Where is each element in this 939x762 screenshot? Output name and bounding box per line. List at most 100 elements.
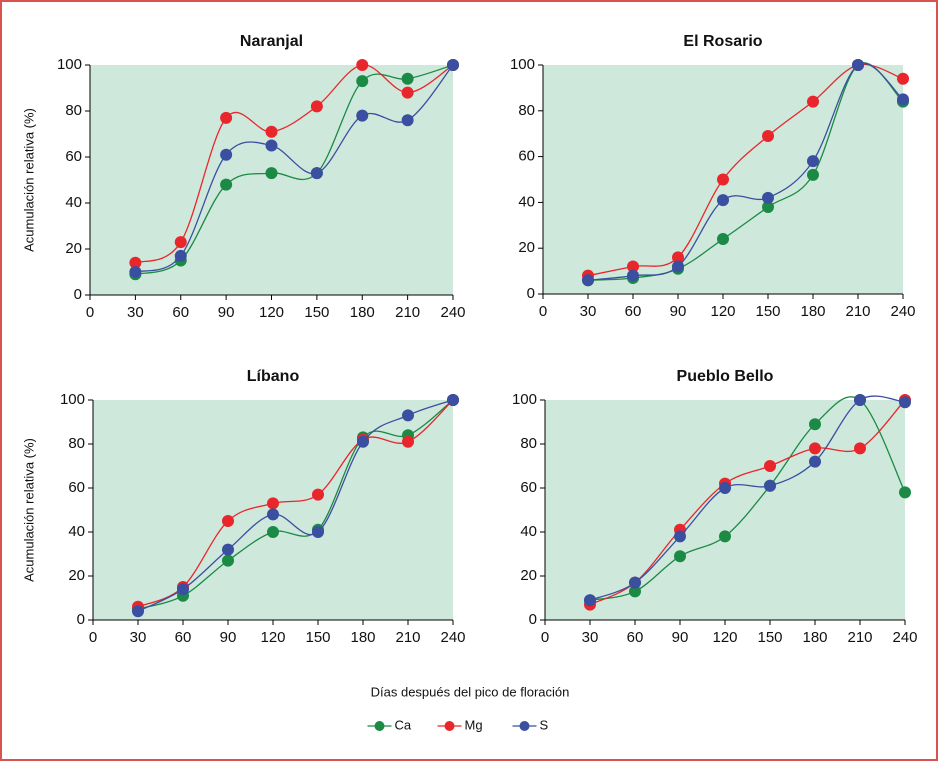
data-point xyxy=(447,59,459,71)
y-tick-label: 20 xyxy=(518,239,535,256)
data-point xyxy=(719,482,731,494)
x-tick-label: 240 xyxy=(890,303,915,320)
data-point xyxy=(129,266,142,278)
data-point xyxy=(267,526,279,538)
y-tick-label: 60 xyxy=(65,148,82,165)
x-tick-label: 120 xyxy=(710,303,735,320)
plot-area xyxy=(545,400,905,620)
x-tick-label: 90 xyxy=(218,304,235,321)
data-point xyxy=(672,260,684,273)
x-tick-label: 60 xyxy=(625,303,642,320)
data-point xyxy=(809,442,821,455)
chart-title: Líbano xyxy=(247,368,300,385)
series-line xyxy=(137,399,454,608)
data-point xyxy=(854,442,866,455)
data-point xyxy=(402,435,414,448)
data-point xyxy=(401,114,414,127)
x-tick-label: 240 xyxy=(440,304,465,321)
x-tick-label: 120 xyxy=(259,304,284,321)
data-point xyxy=(854,394,866,406)
data-point xyxy=(627,260,639,273)
x-axis-label: Días después del pico de floración xyxy=(371,684,570,699)
data-point xyxy=(312,488,324,501)
y-tick-label: 60 xyxy=(68,479,85,496)
data-point xyxy=(402,409,414,422)
y-tick-label: 20 xyxy=(520,567,537,584)
y-tick-label: 0 xyxy=(74,286,82,303)
x-tick-label: 150 xyxy=(304,304,329,321)
y-tick-label: 40 xyxy=(68,523,85,540)
legend-marker xyxy=(444,721,455,731)
legend-marker xyxy=(374,721,385,731)
data-point xyxy=(220,148,233,161)
x-tick-label: 180 xyxy=(800,303,825,320)
y-tick-label: 60 xyxy=(520,479,537,496)
data-point xyxy=(717,194,729,207)
x-tick-label: 60 xyxy=(175,629,192,646)
data-point xyxy=(356,109,369,122)
data-point xyxy=(627,269,639,282)
data-point xyxy=(764,479,776,492)
x-tick-label: 0 xyxy=(539,303,547,320)
legend-label: S xyxy=(540,717,549,732)
y-tick-label: 100 xyxy=(510,56,535,73)
y-tick-label: 80 xyxy=(518,102,535,119)
y-tick-label: 0 xyxy=(529,611,537,628)
data-point xyxy=(897,93,909,106)
data-point xyxy=(265,139,278,152)
y-tick-label: 40 xyxy=(65,194,82,211)
x-tick-label: 60 xyxy=(172,304,189,321)
data-point xyxy=(584,594,596,607)
x-tick-label: 240 xyxy=(440,629,465,646)
x-tick-label: 30 xyxy=(130,629,147,646)
y-axis-label: Acumulación relativa (%) xyxy=(21,108,36,252)
data-point xyxy=(401,86,414,99)
x-tick-label: 150 xyxy=(755,303,780,320)
data-point xyxy=(222,554,234,567)
series-line xyxy=(135,64,454,264)
data-point xyxy=(222,515,234,527)
x-tick-label: 150 xyxy=(757,629,782,646)
plot-area xyxy=(90,65,453,295)
x-tick-label: 0 xyxy=(89,629,97,646)
x-tick-label: 210 xyxy=(847,629,872,646)
y-tick-label: 20 xyxy=(65,240,82,257)
x-tick-label: 30 xyxy=(127,304,144,321)
legend-label: Ca xyxy=(395,717,412,732)
data-point xyxy=(447,394,459,406)
data-point xyxy=(174,236,187,249)
series-line xyxy=(137,399,454,610)
data-point xyxy=(899,396,911,409)
data-point xyxy=(174,249,187,262)
y-tick-label: 0 xyxy=(527,285,535,302)
data-point xyxy=(809,418,821,431)
x-tick-label: 180 xyxy=(802,629,827,646)
x-tick-label: 180 xyxy=(350,629,375,646)
data-point xyxy=(762,129,774,142)
x-tick-label: 210 xyxy=(395,304,420,321)
chart-title: Naranjal xyxy=(240,33,303,50)
series-line xyxy=(589,395,906,601)
data-point xyxy=(629,585,641,598)
y-tick-label: 0 xyxy=(77,611,85,628)
x-tick-label: 0 xyxy=(541,629,549,646)
data-point xyxy=(672,251,684,264)
data-point xyxy=(129,256,142,269)
data-point xyxy=(265,167,278,180)
x-tick-label: 180 xyxy=(350,304,375,321)
data-point xyxy=(897,72,909,85)
data-point xyxy=(762,191,774,204)
x-tick-label: 90 xyxy=(672,629,689,646)
x-tick-label: 120 xyxy=(712,629,737,646)
chart-title: Pueblo Bello xyxy=(677,368,774,385)
y-tick-label: 100 xyxy=(60,391,85,408)
data-point xyxy=(267,497,279,510)
data-point xyxy=(762,200,774,213)
data-point xyxy=(629,576,641,589)
y-tick-label: 100 xyxy=(57,56,82,73)
data-point xyxy=(807,95,819,108)
y-axis-label: Acumulación relativa (%) xyxy=(21,438,36,582)
data-point xyxy=(310,100,323,113)
x-tick-label: 30 xyxy=(580,303,597,320)
x-tick-label: 0 xyxy=(86,304,94,321)
